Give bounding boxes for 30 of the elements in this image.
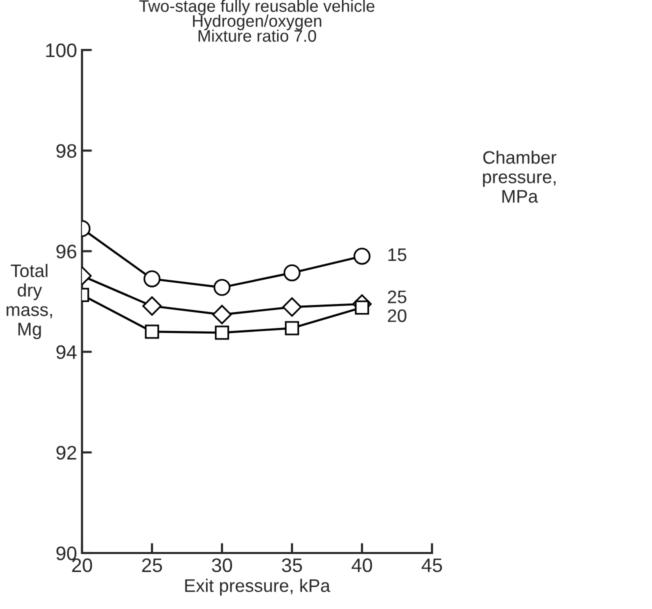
- point: [214, 278, 230, 296]
- series-label: 20: [388, 309, 406, 322]
- point: [354, 248, 370, 265]
- series-label: 25: [388, 290, 406, 304]
- legend-title: Chamber pressure, MPa: [483, 150, 556, 203]
- x-tick-label: 20: [72, 558, 92, 572]
- x-axis-title: Exit pressure, kPa: [185, 578, 330, 596]
- y-tick-label: 90: [56, 546, 76, 560]
- x-tick-label: 25: [142, 558, 162, 572]
- point: [282, 297, 302, 317]
- y-axis-title: Total dry mass, Mg: [6, 264, 52, 340]
- x-tick-label: 45: [422, 558, 442, 572]
- x-tick-label: 35: [282, 558, 302, 572]
- chart-title: Two-stage fully reusable vehicle Hydrogen/oxygen Mixture ratio 7.0: [139, 0, 374, 42]
- point: [142, 296, 162, 316]
- point: [354, 300, 370, 315]
- y-tick-label: 98: [56, 144, 76, 158]
- y-tick-label: 96: [56, 244, 76, 258]
- y-tick-label: 100: [46, 43, 76, 58]
- point: [284, 321, 300, 336]
- y-tick-label: 94: [56, 345, 77, 360]
- point: [212, 304, 232, 324]
- point: [144, 324, 160, 339]
- series-label: 15: [388, 248, 406, 262]
- point: [284, 264, 300, 282]
- y-tick-label: 92: [56, 446, 76, 460]
- point: [214, 326, 230, 340]
- x-tick-label: 40: [352, 558, 372, 572]
- x-tick-label: 30: [212, 558, 232, 572]
- point: [144, 270, 160, 288]
